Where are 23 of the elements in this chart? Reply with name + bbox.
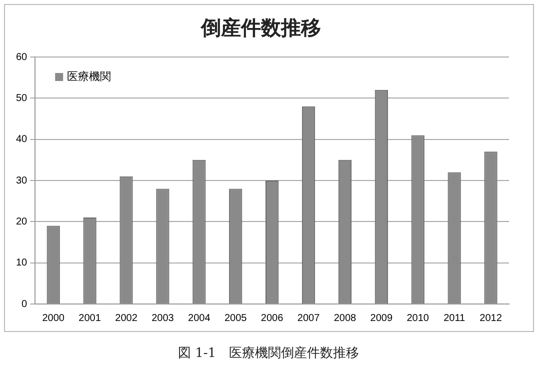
x-tick-label: 2008	[334, 312, 357, 324]
x-tick-label: 2009	[370, 312, 393, 324]
y-tick-label: 0	[22, 298, 28, 310]
x-tick-label: 2003	[152, 312, 174, 324]
x-tick-label: 2004	[188, 312, 211, 324]
x-tick-label: 2010	[406, 312, 430, 324]
x-tick-label: 2000	[42, 312, 65, 324]
chart-title: 倒産件数推移	[200, 16, 321, 40]
x-tick-label: 2005	[224, 312, 248, 324]
y-tick-label: 30	[16, 175, 28, 186]
x-tick-label: 2012	[480, 312, 502, 324]
legend-label: 医療機関	[67, 70, 112, 83]
y-tick-label: 10	[16, 258, 28, 269]
x-tick-label: 2001	[78, 312, 102, 324]
x-tick-label: 2011	[444, 312, 466, 324]
y-tick-label: 50	[16, 92, 28, 104]
x-tick-label: 2006	[260, 312, 284, 324]
caption: 図 1-1 医療機関倒産件数推移	[176, 345, 360, 362]
y-tick-label: 40	[16, 134, 28, 146]
x-tick-label: 2002	[115, 312, 138, 324]
x-tick-label: 2007	[297, 312, 320, 324]
y-tick-label: 20	[16, 216, 28, 228]
y-tick-label: 60	[16, 52, 28, 63]
